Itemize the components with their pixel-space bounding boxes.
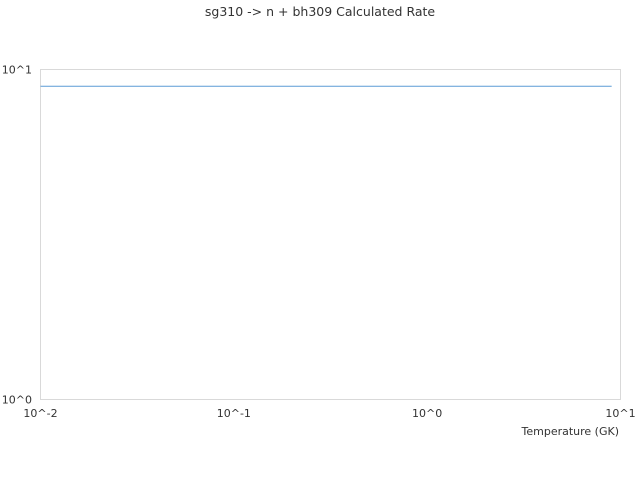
x-tick-label: 10^-1 bbox=[217, 407, 251, 420]
y-tick-label: 10^0 bbox=[2, 394, 32, 407]
x-axis-label: Temperature (GK) bbox=[521, 425, 620, 438]
x-tick-label: 10^0 bbox=[412, 407, 442, 420]
plot-area bbox=[40, 69, 621, 400]
x-tick-label: 10^1 bbox=[605, 407, 635, 420]
chart-title: sg310 -> n + bh309 Calculated Rate bbox=[205, 4, 436, 19]
y-tick-label: 10^1 bbox=[2, 64, 32, 77]
x-tick-label: 10^-2 bbox=[23, 407, 57, 420]
